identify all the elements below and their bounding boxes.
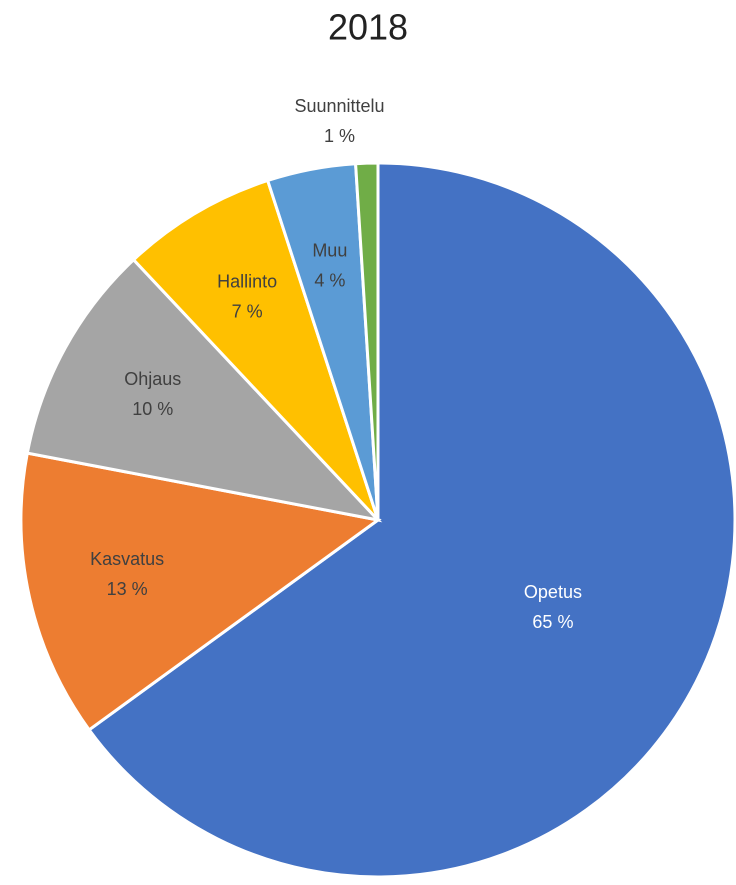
pie-slice bbox=[131, 178, 380, 522]
slice-label: Opetus bbox=[524, 582, 582, 602]
slice-label: Kasvatus bbox=[90, 549, 164, 569]
pie-slice bbox=[87, 161, 736, 879]
value-label: 4 % bbox=[314, 270, 345, 290]
value-label: 13 % bbox=[107, 579, 148, 599]
slice-label: Suunnittelu bbox=[294, 96, 384, 116]
slice-label: Hallinto bbox=[217, 272, 277, 292]
pie-slice bbox=[353, 161, 380, 521]
value-label: 65 % bbox=[532, 612, 573, 632]
value-label: 10 % bbox=[132, 399, 173, 419]
value-label: 1 % bbox=[324, 126, 355, 146]
slice-label: Ohjaus bbox=[124, 369, 181, 389]
value-label: 7 % bbox=[232, 302, 263, 322]
pie-slice bbox=[19, 451, 382, 732]
chart-title: 2018 bbox=[328, 7, 408, 48]
pie-slice bbox=[25, 257, 383, 523]
slice-label: Muu bbox=[312, 240, 347, 260]
